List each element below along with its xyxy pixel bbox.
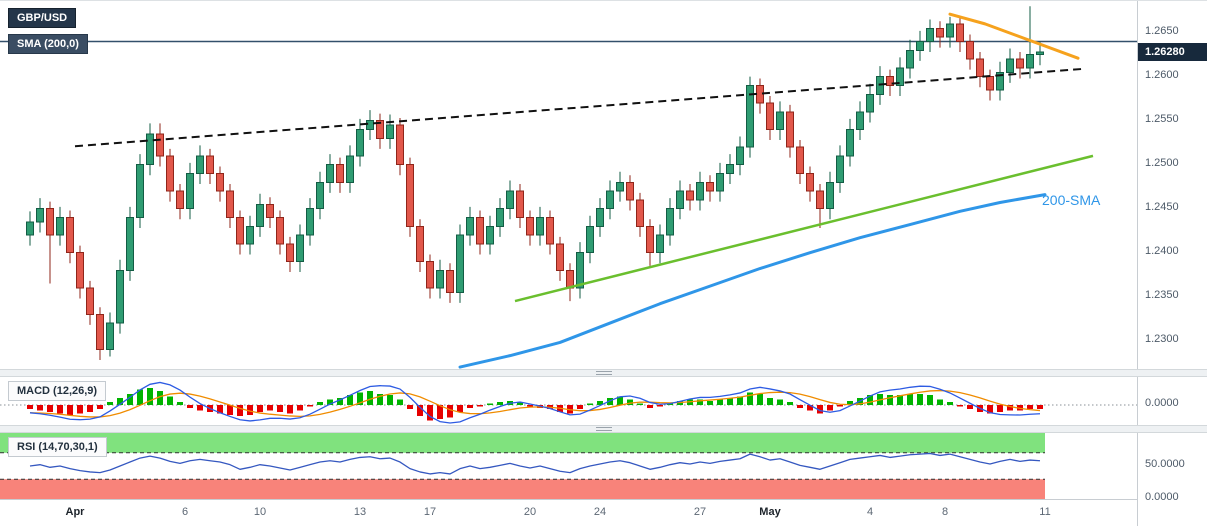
time-axis-label: 27 [693, 506, 707, 518]
rsi-panel[interactable]: RSI (14,70,30,1) [0, 433, 1137, 499]
symbol-badge: GBP/USD [8, 8, 77, 28]
macd-histogram [27, 388, 1043, 421]
rsi-axis-label: 50.0000 [1145, 458, 1185, 470]
time-axis-label: 17 [423, 506, 437, 518]
resize-grip-icon [595, 427, 612, 431]
macd-axis-label: 0.0000 [1145, 397, 1179, 409]
rsi-oversold-band [0, 479, 1045, 499]
time-axis-label: 11 [1039, 506, 1051, 518]
price-axis-label: 1.2350 [1145, 288, 1179, 301]
panel-resize-handle-1[interactable] [0, 369, 1207, 377]
price-axis-label: 1.2550 [1145, 112, 1179, 125]
sma-indicator-badge[interactable]: SMA (200,0) [8, 34, 88, 54]
price-axis-label: 1.2500 [1145, 156, 1179, 169]
time-axis-label: Apr [65, 506, 85, 518]
macd-chart-canvas[interactable] [0, 377, 1137, 425]
rsi-chart-canvas[interactable] [0, 433, 1137, 499]
time-axis-label: May [759, 506, 781, 518]
dashed-trendline [74, 67, 1086, 148]
rsi-indicator-badge[interactable]: RSI (14,70,30,1) [8, 437, 107, 457]
main-chart-panel[interactable]: GBP/USD SMA (200,0) 200-SMA [0, 1, 1137, 369]
time-axis-label: 8 [941, 506, 949, 518]
time-axis-label: 13 [353, 506, 367, 518]
time-axis[interactable]: Apr 6 10 13 17 20 24 27 May 4 8 11 [0, 499, 1137, 526]
time-axis-label: 20 [523, 506, 537, 518]
price-axis-label: 1.2600 [1145, 68, 1179, 81]
price-axis-label: 1.2300 [1145, 332, 1179, 345]
time-axis-label: 10 [253, 506, 267, 518]
current-price-badge: 1.26280 [1138, 43, 1207, 62]
orange-resistance-line [948, 12, 1080, 60]
green-support-line [514, 154, 1094, 303]
time-axis-label: 24 [593, 506, 607, 518]
resize-grip-icon [595, 371, 612, 375]
price-axis-label: 1.2650 [1145, 24, 1179, 37]
sma200-curve [458, 193, 1047, 369]
candles-group [26, 6, 1044, 361]
time-axis-label: 6 [181, 506, 189, 518]
price-axis[interactable]: 1.26280 1.2650 1.2600 1.2550 1.2500 1.2450 1.… [1137, 1, 1207, 526]
rsi-overbought-band [0, 433, 1045, 453]
macd-panel[interactable]: MACD (12,26,9) [0, 377, 1137, 425]
sma200-curve-label: 200-SMA [1042, 192, 1101, 208]
macd-indicator-badge[interactable]: MACD (12,26,9) [8, 381, 107, 401]
price-axis-label: 1.2450 [1145, 200, 1179, 213]
price-axis-label: 1.2400 [1145, 244, 1179, 257]
macd-signal-line [29, 389, 1041, 418]
rsi-line [29, 452, 1041, 475]
rsi-axis-label: 0.0000 [1145, 491, 1179, 503]
candlestick-chart-canvas[interactable] [0, 1, 1137, 369]
panel-resize-handle-2[interactable] [0, 425, 1207, 433]
macd-line [29, 381, 1041, 424]
time-axis-label: 4 [866, 506, 874, 518]
